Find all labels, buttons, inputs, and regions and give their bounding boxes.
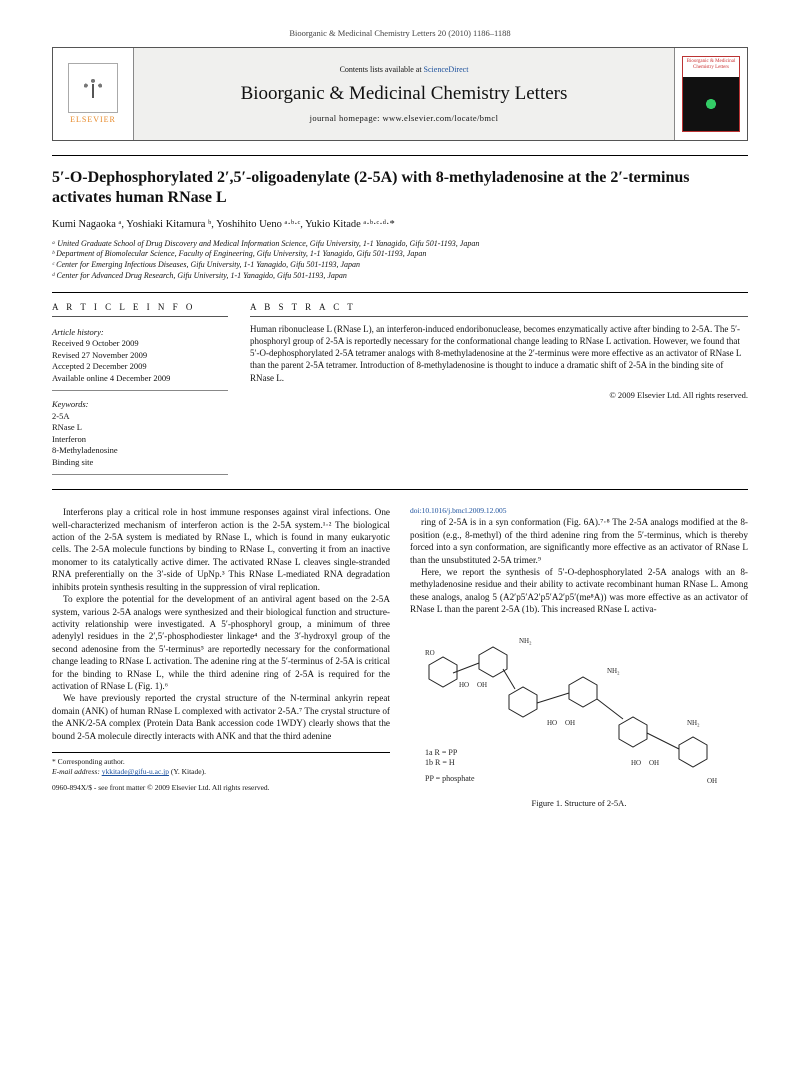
publisher-name: ELSEVIER <box>70 115 116 126</box>
body-paragraph: To explore the potential for the develop… <box>52 593 390 692</box>
elsevier-tree-icon <box>68 63 118 113</box>
email-label: E-mail address: <box>52 767 100 776</box>
author-list: Kumi Nagaoka ᵃ, Yoshiaki Kitamura ᵇ, Yos… <box>52 218 748 232</box>
affiliation: ᶜ Center for Emerging Infectious Disease… <box>52 260 748 271</box>
svg-text:NH₂: NH₂ <box>687 719 700 727</box>
article-info-heading: A R T I C L E I N F O <box>52 301 228 317</box>
article-meta-row: A R T I C L E I N F O Article history: R… <box>52 292 748 490</box>
figure-1: RO HO OH NH₂ HO OH NH₂ HO OH NH₂ OH 1a R = … <box>410 624 748 809</box>
svg-text:1b R = H: 1b R = H <box>425 758 455 767</box>
history-item: Accepted 2 December 2009 <box>52 361 147 371</box>
body-paragraph: Interferons play a critical role in host… <box>52 506 390 593</box>
journal-name: Bioorganic & Medicinal Chemistry Letters <box>241 81 568 107</box>
email-attribution: (Y. Kitade). <box>171 767 206 776</box>
svg-text:NH₂: NH₂ <box>607 667 620 675</box>
body-columns: Interferons play a critical role in host… <box>52 506 748 809</box>
abstract-copyright: © 2009 Elsevier Ltd. All rights reserved… <box>250 390 748 401</box>
figure-1-caption: Figure 1. Structure of 2-5A. <box>410 798 748 809</box>
availability-line: Contents lists available at ScienceDirec… <box>340 65 469 76</box>
paper-page: { "citation": "Bioorganic & Medicinal Ch… <box>0 0 800 1067</box>
svg-text:HO: HO <box>459 681 469 689</box>
footnotes: * Corresponding author. E-mail address: … <box>52 752 390 777</box>
article-title: 5′-O-Dephosphorylated 2′,5′-oligoadenyla… <box>52 168 748 208</box>
body-paragraph: Here, we report the synthesis of 5′-O-de… <box>410 566 748 616</box>
body-paragraph: ring of 2-5A is in a syn conformation (F… <box>410 516 748 566</box>
abstract-box: A B S T R A C T Human ribonuclease L (RN… <box>250 301 748 479</box>
publisher-logo-box: ELSEVIER <box>53 48 134 140</box>
availability-prefix: Contents lists available at <box>340 65 424 74</box>
affiliation: ᵇ Department of Biomolecular Science, Fa… <box>52 249 748 260</box>
doi-link[interactable]: doi:10.1016/j.bmcl.2009.12.005 <box>410 506 748 516</box>
journal-cover-thumbnail: Bioorganic & Medicinal Chemistry Letters <box>682 56 740 132</box>
affiliations: ᵃ United Graduate School of Drug Discove… <box>52 239 748 282</box>
article-info-box: A R T I C L E I N F O Article history: R… <box>52 301 228 479</box>
history-item: Available online 4 December 2009 <box>52 373 170 383</box>
svg-text:OH: OH <box>565 719 575 727</box>
keywords-label: Keywords: <box>52 399 89 409</box>
keyword: RNase L <box>52 422 82 432</box>
affiliation: ᵈ Center for Advanced Drug Research, Gif… <box>52 271 748 282</box>
svg-text:OH: OH <box>477 681 487 689</box>
history-item: Received 9 October 2009 <box>52 338 139 348</box>
email-link[interactable]: ykkitade@gifu-u.ac.jp <box>102 767 169 776</box>
history-label: Article history: <box>52 327 104 337</box>
journal-homepage: journal homepage: www.elsevier.com/locat… <box>310 113 499 124</box>
abstract-heading: A B S T R A C T <box>250 301 748 317</box>
chemical-structure-icon: RO HO OH NH₂ HO OH NH₂ HO OH NH₂ OH 1a R = … <box>419 625 739 793</box>
journal-masthead: ELSEVIER Contents lists available at Sci… <box>52 47 748 141</box>
svg-text:OH: OH <box>707 777 717 785</box>
cover-image-icon <box>683 77 739 131</box>
svg-text:PP = phosphate: PP = phosphate <box>425 774 475 783</box>
svg-text:RO: RO <box>425 649 435 657</box>
abstract-text: Human ribonuclease L (RNase L), an inter… <box>250 323 748 384</box>
keyword: 2-5A <box>52 411 69 421</box>
svg-text:OH: OH <box>649 759 659 767</box>
citation-line: Bioorganic & Medicinal Chemistry Letters… <box>52 28 748 39</box>
svg-text:HO: HO <box>547 719 557 727</box>
keyword: Interferon <box>52 434 86 444</box>
svg-text:1a R = PP: 1a R = PP <box>425 748 458 757</box>
section-rule <box>52 155 748 156</box>
cover-thumbnail-box: Bioorganic & Medicinal Chemistry Letters <box>674 48 747 140</box>
masthead-center: Contents lists available at ScienceDirec… <box>134 48 674 140</box>
body-paragraph: We have previously reported the crystal … <box>52 692 390 742</box>
svg-text:HO: HO <box>631 759 641 767</box>
copyright-line: 0960-894X/$ - see front matter © 2009 El… <box>52 783 390 793</box>
sciencedirect-link[interactable]: ScienceDirect <box>424 65 469 74</box>
history-item: Revised 27 November 2009 <box>52 350 147 360</box>
affiliation: ᵃ United Graduate School of Drug Discove… <box>52 239 748 250</box>
svg-text:NH₂: NH₂ <box>519 637 532 645</box>
keyword: Binding site <box>52 457 93 467</box>
keyword: 8-Methyladenosine <box>52 445 118 455</box>
figure-1-structure: RO HO OH NH₂ HO OH NH₂ HO OH NH₂ OH 1a R = … <box>410 624 748 794</box>
cover-title: Bioorganic & Medicinal Chemistry Letters <box>683 57 739 77</box>
corresponding-author: * Corresponding author. <box>52 757 390 767</box>
